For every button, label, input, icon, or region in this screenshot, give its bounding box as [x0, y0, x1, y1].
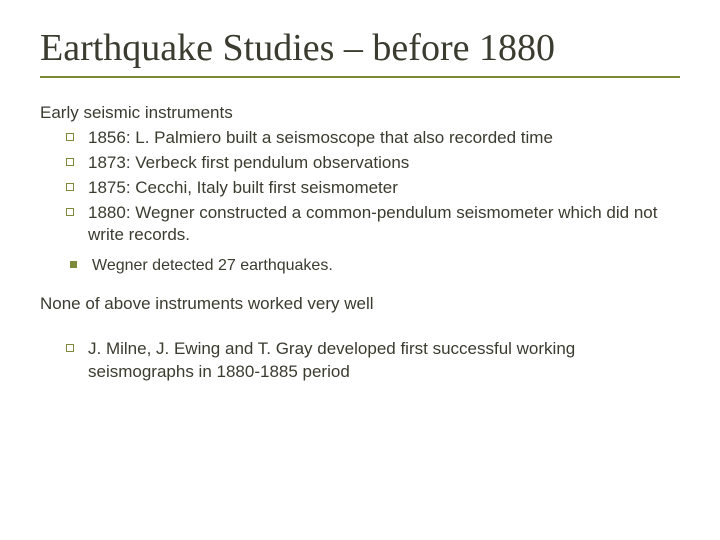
spacer [40, 330, 680, 338]
list-item: 1875: Cecchi, Italy built first seismome… [66, 177, 680, 200]
title-underline [40, 76, 680, 78]
list-item: 1873: Verbeck first pendulum observation… [66, 152, 680, 175]
list-item: J. Milne, J. Ewing and T. Gray developed… [66, 338, 680, 384]
sub-bullet-list: Wegner detected 27 earthquakes. [40, 255, 680, 277]
intro-text: Early seismic instruments [40, 102, 680, 125]
bullet-list-1: 1856: L. Palmiero built a seismoscope th… [40, 127, 680, 248]
slide-title: Earthquake Studies – before 1880 [40, 28, 680, 70]
mid-text: None of above instruments worked very we… [40, 293, 680, 316]
list-item: 1856: L. Palmiero built a seismoscope th… [66, 127, 680, 150]
slide-body: Early seismic instruments 1856: L. Palmi… [40, 102, 680, 384]
bullet-list-2: J. Milne, J. Ewing and T. Gray developed… [40, 338, 680, 384]
slide: Earthquake Studies – before 1880 Early s… [0, 0, 720, 540]
list-item: 1880: Wegner constructed a common-pendul… [66, 202, 680, 248]
list-item: Wegner detected 27 earthquakes. [70, 255, 680, 277]
